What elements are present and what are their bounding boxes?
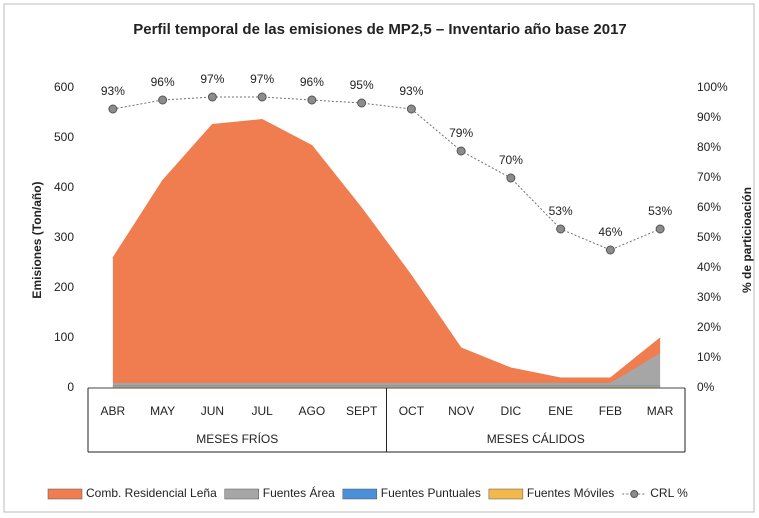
- crl-line: [112, 96, 661, 251]
- y2-tick-label: 70%: [697, 170, 721, 184]
- data-label: 93%: [399, 84, 423, 98]
- x-tick-label: MAY: [150, 404, 175, 418]
- data-label: 70%: [499, 153, 523, 167]
- y2-axis-label: % de particioación: [740, 187, 754, 293]
- legend-label: Fuentes Móviles: [527, 486, 614, 500]
- data-label: 96%: [151, 75, 175, 89]
- x-tick-label: SEPT: [346, 404, 378, 418]
- y2-tick-label: 20%: [697, 320, 721, 334]
- x-tick-label: JUL: [251, 404, 273, 418]
- y2-tick-label: 40%: [697, 260, 721, 274]
- data-label: 95%: [350, 78, 374, 92]
- x-tick-label: DIC: [501, 404, 522, 418]
- crl-point: [158, 95, 168, 105]
- legend-swatch: [342, 488, 378, 500]
- y-tick-label: 500: [54, 130, 74, 144]
- group-label: MESES FRÍOS: [196, 431, 278, 446]
- y2-tick-label: 10%: [697, 350, 721, 364]
- legend-label: CRL %: [650, 486, 688, 500]
- legend-label: Comb. Residencial Leña: [86, 486, 217, 500]
- x-tick-label: MAR: [647, 404, 674, 418]
- y-tick-label: 600: [54, 80, 74, 94]
- y2-tick-label: 90%: [697, 110, 721, 124]
- crl-point: [605, 245, 615, 255]
- y2-tick-label: 80%: [697, 140, 721, 154]
- legend-swatch: [224, 488, 259, 500]
- data-label: 93%: [101, 84, 125, 98]
- y-axis-label: Emisiones (Ton/año): [30, 181, 44, 298]
- y-tick-label: 400: [54, 180, 74, 194]
- y2-tick-label: 60%: [697, 200, 721, 214]
- crl-point: [207, 92, 217, 102]
- y2-tick-label: 0%: [697, 380, 715, 394]
- crl-point: [307, 95, 317, 105]
- area-fill: [112, 119, 661, 383]
- legend-swatch: [488, 488, 524, 500]
- x-tick-label: ENE: [548, 404, 573, 418]
- legend-swatch: [630, 490, 639, 498]
- crl-point: [506, 173, 516, 183]
- y-tick-label: 0: [67, 380, 74, 394]
- data-label: 97%: [200, 72, 224, 86]
- crl-point: [456, 146, 466, 156]
- legend-label: Fuentes Puntuales: [381, 486, 481, 500]
- data-label: 97%: [250, 72, 274, 86]
- crl-point: [655, 224, 665, 234]
- crl-point: [108, 104, 118, 114]
- y2-tick-label: 50%: [697, 230, 721, 244]
- data-label: 53%: [549, 204, 573, 218]
- data-label: 53%: [648, 204, 672, 218]
- data-label: 96%: [300, 75, 324, 89]
- crl-point: [406, 104, 416, 114]
- crl-point: [257, 92, 267, 102]
- legend-swatch: [47, 488, 83, 500]
- x-tick-label: OCT: [399, 404, 425, 418]
- x-tick-label: ABR: [101, 404, 126, 418]
- crl-point: [556, 224, 566, 234]
- legend-label: Fuentes Área: [263, 485, 335, 500]
- x-tick-label: AGO: [299, 404, 326, 418]
- y-tick-label: 100: [54, 330, 74, 344]
- y-tick-label: 200: [54, 280, 74, 294]
- y-tick-label: 300: [54, 230, 74, 244]
- crl-point: [357, 98, 367, 108]
- data-label: 46%: [598, 225, 622, 239]
- chart-title: Perfil temporal de las emisiones de MP2,…: [133, 21, 627, 38]
- y2-tick-label: 100%: [697, 80, 728, 94]
- y2-tick-label: 30%: [697, 290, 721, 304]
- x-tick-label: JUN: [201, 404, 224, 418]
- data-label: 79%: [449, 126, 473, 140]
- area-edge: [112, 118, 661, 379]
- x-tick-label: NOV: [448, 404, 474, 418]
- group-label: MESES CÁLIDOS: [487, 431, 585, 446]
- x-tick-label: FEB: [599, 404, 622, 418]
